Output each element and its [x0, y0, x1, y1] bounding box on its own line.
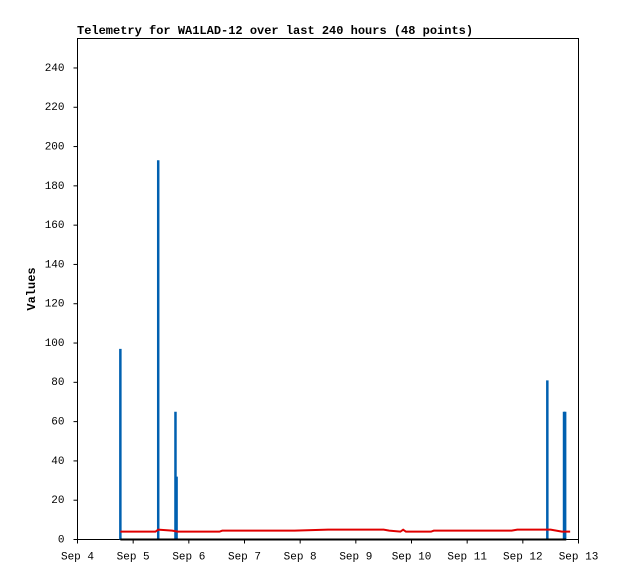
y-tick-label: 60	[51, 417, 64, 429]
y-tick-label: 200	[45, 141, 65, 153]
y-tick-label: 100	[45, 338, 65, 350]
plot-frame	[77, 38, 579, 540]
x-tick-label: Sep 9	[339, 551, 372, 563]
y-tick-label: 40	[51, 456, 64, 468]
x-tick-label: Sep 13	[559, 551, 599, 563]
y-tick-label: 20	[51, 495, 64, 507]
x-tick-label: Sep 6	[172, 551, 205, 563]
y-tick-label: 140	[45, 259, 65, 271]
series-line	[120, 528, 571, 533]
chart-title: Telemetry for WA1LAD-12 over last 240 ho…	[77, 24, 473, 38]
y-tick-label: 80	[51, 377, 64, 389]
y-tick-label: 0	[58, 534, 65, 546]
x-tick-label: Sep 10	[392, 551, 432, 563]
y-tick-label: 180	[45, 181, 65, 193]
x-tick-label: Sep 12	[503, 551, 543, 563]
x-tick-label: Sep 7	[228, 551, 261, 563]
y-axis-label: Values	[25, 267, 39, 310]
x-tick-label: Sep 11	[447, 551, 487, 563]
x-tick-label: Sep 4	[61, 551, 94, 563]
y-tick-label: 240	[45, 63, 65, 75]
y-tick-label: 220	[45, 102, 65, 114]
x-tick-label: Sep 8	[284, 551, 317, 563]
x-tick-label: Sep 5	[117, 551, 150, 563]
y-tick-label: 160	[45, 220, 65, 232]
y-tick-label: 120	[45, 299, 65, 311]
